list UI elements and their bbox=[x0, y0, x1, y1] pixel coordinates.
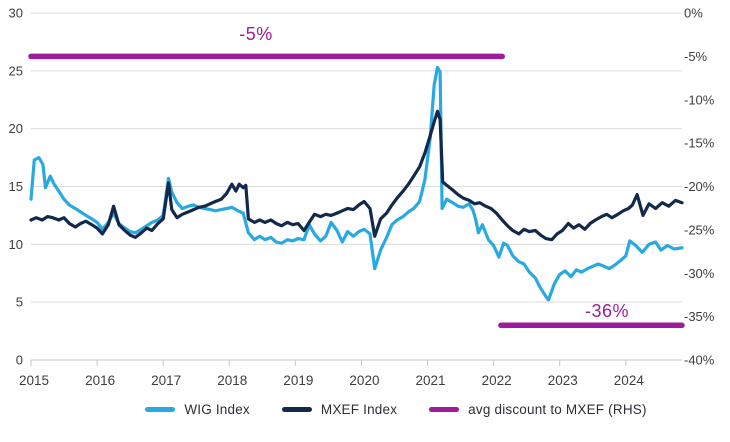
x-axis-tick-label: 2018 bbox=[217, 373, 247, 388]
discount-label-pre-2022: -5% bbox=[239, 24, 273, 44]
legend-item-wig: WIG Index bbox=[145, 402, 250, 417]
x-axis-tick-label: 2021 bbox=[416, 373, 446, 388]
discount-line-swatch-icon bbox=[429, 406, 460, 413]
x-axis-tick-label: 2017 bbox=[151, 373, 181, 388]
y-axis-right-tick-label: -15% bbox=[684, 136, 715, 151]
mxef-index-line bbox=[29, 109, 684, 242]
legend-label-mxef: MXEF Index bbox=[320, 402, 398, 417]
y-axis-right-tick-label: -5% bbox=[684, 49, 708, 64]
x-axis-tick-label: 2019 bbox=[283, 373, 313, 388]
mxef-line-swatch-icon bbox=[281, 406, 312, 413]
x-axis-tick-label: 2022 bbox=[482, 373, 512, 388]
y-axis-left-tick-label: 30 bbox=[9, 6, 23, 21]
y-axis-right-tick-label: -10% bbox=[684, 92, 715, 107]
x-axis-tick-label: 2023 bbox=[548, 373, 578, 388]
legend-label-wig: WIG Index bbox=[184, 402, 250, 417]
legend-label-discount: avg discount to MXEF (RHS) bbox=[468, 402, 647, 417]
y-axis-left-tick-label: 5 bbox=[16, 295, 23, 310]
x-axis-tick-label: 2015 bbox=[19, 373, 49, 388]
legend-item-mxef: MXEF Index bbox=[281, 402, 398, 417]
wig-line-swatch-icon bbox=[145, 406, 176, 413]
y-axis-right-tick-label: -25% bbox=[684, 222, 715, 237]
x-axis-tick-label: 2024 bbox=[614, 373, 645, 388]
x-axis-tick-label: 2016 bbox=[85, 373, 115, 388]
y-axis-right-tick-label: 0% bbox=[684, 6, 703, 21]
y-axis-left-tick-label: 20 bbox=[9, 121, 23, 136]
y-axis-right-tick-label: -20% bbox=[684, 179, 715, 194]
y-axis-left-tick-label: 10 bbox=[9, 237, 23, 252]
y-axis-left-tick-label: 15 bbox=[9, 179, 23, 194]
y-axis-left-tick-label: 0 bbox=[16, 353, 23, 368]
x-axis-tick-label: 2020 bbox=[349, 373, 379, 388]
discount-label-post-2022: -36% bbox=[584, 301, 630, 321]
legend-item-discount: avg discount to MXEF (RHS) bbox=[429, 402, 647, 417]
y-axis-left-tick-label: 25 bbox=[9, 63, 23, 78]
y-axis-right-tick-label: -30% bbox=[684, 266, 715, 281]
wig-index-line bbox=[29, 65, 684, 302]
chart-legend: WIG Index MXEF Index avg discount to MXE… bbox=[62, 402, 730, 417]
y-axis-right-tick-label: -35% bbox=[684, 309, 715, 324]
y-axis-right-tick-label: -40% bbox=[684, 353, 715, 368]
